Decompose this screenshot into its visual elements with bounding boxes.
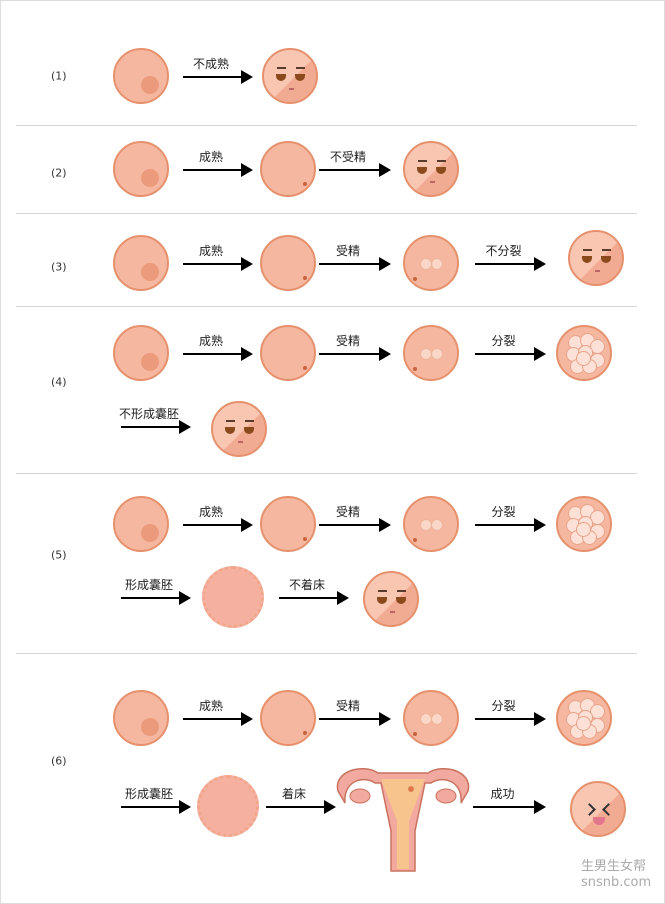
arrow-icon [183,712,253,726]
uterus-illustration [333,761,473,876]
oocyte-mature [260,325,316,381]
fertilized-egg [403,235,459,291]
oocyte-immature [113,496,169,552]
row-divider [16,125,637,126]
eye-icon [602,803,615,816]
blastocyst [202,566,264,628]
row-number: (4) [51,375,67,389]
row-divider [16,473,637,474]
morula-embryo [556,496,612,552]
step-label: 不受精 [329,150,367,164]
arrow-icon [183,70,253,84]
morula-embryo [556,690,612,746]
step-label: 不分裂 [485,244,522,258]
oocyte-immature [113,235,169,291]
arrow-icon [266,800,336,814]
oocyte-immature [113,690,169,746]
sad-face-egg [568,230,624,286]
step-label: 不形成囊胚 [118,407,180,421]
step-label: 分裂 [491,699,516,713]
row-number: (3) [51,260,67,274]
oocyte-mature [260,496,316,552]
oocyte-immature [113,48,169,104]
arrow-icon [473,800,546,814]
row-number: (2) [51,166,67,180]
step-label: 分裂 [491,505,516,519]
arrow-icon [475,257,546,271]
row-divider [16,306,637,307]
step-label: 成熟 [198,244,224,258]
oocyte-mature [260,235,316,291]
step-label: 着床 [281,787,307,801]
sad-face-egg [403,141,459,197]
arrow-icon [319,163,391,177]
arrow-icon [183,257,253,271]
row-number: (6) [51,754,67,768]
step-label: 不成熟 [192,57,230,71]
row-number: (1) [51,69,67,83]
row-divider [16,653,637,654]
step-label: 受精 [335,505,361,519]
oocyte-immature [113,325,169,381]
watermark-cn: 生男生女帮 [581,859,647,874]
blastocyst [197,775,259,837]
step-label: 成熟 [198,699,224,713]
arrow-icon [319,347,391,361]
sad-face-egg [262,48,318,104]
arrow-icon [121,420,191,434]
step-label: 受精 [335,699,361,713]
arrow-icon [475,347,546,361]
oocyte-mature [260,690,316,746]
fertilized-egg [403,690,459,746]
step-label: 形成囊胚 [124,578,174,592]
arrow-icon [475,712,546,726]
arrow-icon [183,347,253,361]
arrow-icon [279,591,349,605]
arrow-icon [319,712,391,726]
oocyte-immature [113,141,169,197]
happy-face-egg [570,781,626,837]
arrow-icon [121,800,191,814]
step-label: 形成囊胚 [124,787,174,801]
step-label: 成熟 [198,150,224,164]
fertilized-egg [403,496,459,552]
arrow-icon [319,257,391,271]
step-label: 不着床 [288,578,326,592]
arrow-icon [183,518,253,532]
arrow-icon [475,518,546,532]
watermark: 生男生女帮 snsnb.com [581,859,651,891]
arrow-icon [319,518,391,532]
sad-face-egg [211,401,267,457]
eye-icon [583,803,596,816]
morula-embryo [556,325,612,381]
step-label: 成功 [490,787,515,801]
step-label: 受精 [335,244,361,258]
step-label: 分裂 [491,334,516,348]
step-label: 成熟 [198,505,224,519]
arrow-icon [183,163,253,177]
sad-face-egg [363,571,419,627]
step-label: 受精 [335,334,361,348]
arrow-icon [121,591,191,605]
step-label: 成熟 [198,334,224,348]
row-number: (5) [51,548,67,562]
fertilized-egg [403,325,459,381]
oocyte-mature [260,141,316,197]
watermark-url: snsnb.com [581,875,652,890]
row-divider [16,213,637,214]
